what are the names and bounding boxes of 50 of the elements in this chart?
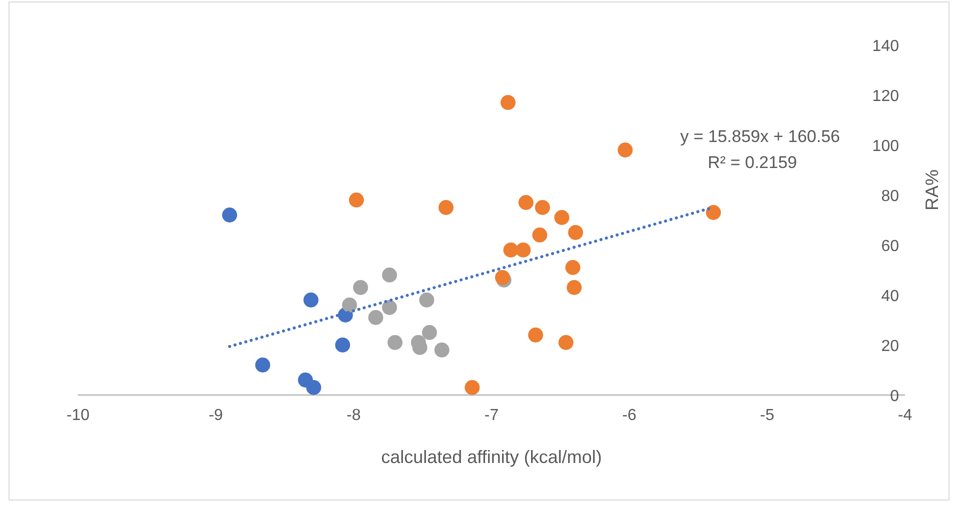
x-tick-label: -6 <box>622 407 637 424</box>
y-tick-label: 100 <box>872 138 900 155</box>
point <box>464 380 480 395</box>
point <box>532 228 548 242</box>
point <box>503 242 518 258</box>
point <box>706 205 721 220</box>
x-axis-title: calculated affinity (kcal/mol) <box>381 447 602 467</box>
annotation: R² = 0.2159 <box>708 153 797 172</box>
point <box>566 280 582 295</box>
y-tick-label: 60 <box>881 238 900 255</box>
point <box>255 358 270 372</box>
point <box>388 335 403 350</box>
y-tick-label: 20 <box>881 338 900 355</box>
y-tick-label: 40 <box>881 288 900 305</box>
point <box>438 200 454 215</box>
x-tick-label: -10 <box>66 407 90 424</box>
point <box>422 325 437 340</box>
point <box>528 328 544 342</box>
point <box>568 225 584 240</box>
point <box>348 192 364 208</box>
point <box>554 210 570 225</box>
point <box>516 242 531 258</box>
point <box>382 300 398 315</box>
point <box>306 380 322 395</box>
point <box>518 195 534 210</box>
point <box>382 268 398 282</box>
point <box>368 310 384 325</box>
x-tick-label: -9 <box>208 407 224 424</box>
point <box>565 260 580 275</box>
y-axis-title: RA% <box>922 169 942 211</box>
point <box>558 335 574 350</box>
y-tick-label: 140 <box>872 38 900 55</box>
y-tick-label: 80 <box>881 188 900 205</box>
point <box>500 95 516 110</box>
x-tick-label: -8 <box>346 407 361 424</box>
y-tick-label: 120 <box>872 88 900 105</box>
x-tick-label: -7 <box>484 407 499 424</box>
annotation: y = 15.859x + 160.56 <box>680 127 840 146</box>
point <box>618 142 633 158</box>
point <box>222 208 238 222</box>
x-tick-label: -5 <box>760 407 774 424</box>
x-tick-label: -4 <box>898 407 912 424</box>
point <box>353 280 368 295</box>
point <box>303 292 318 308</box>
y-tick-label: 0 <box>890 388 900 405</box>
point <box>342 298 358 312</box>
point <box>535 200 550 215</box>
point <box>335 338 350 352</box>
point <box>434 342 450 358</box>
point <box>419 292 434 308</box>
